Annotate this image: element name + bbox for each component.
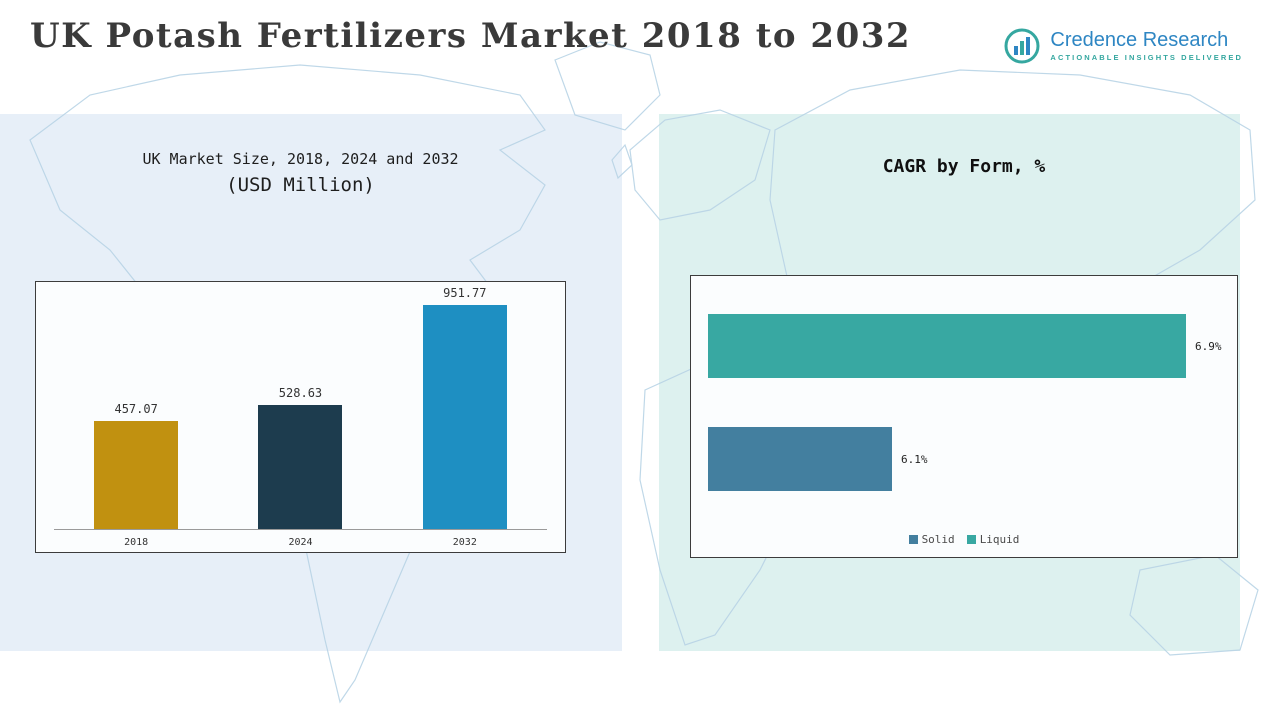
bar-2018 [94, 421, 179, 529]
axis-label-2024: 2024 [288, 537, 313, 548]
bar-value-label: 951.77 [443, 286, 487, 300]
credence-research-logo: Credence Research Actionable Insights De… [1002, 26, 1243, 66]
bar-2032 [422, 305, 507, 529]
bar-group-2032: 951.77 [422, 286, 507, 529]
cagr-legend: Solid Liquid [691, 533, 1237, 546]
axis-label-2018: 2018 [124, 537, 149, 548]
bar-solid [708, 427, 892, 491]
legend-item-liquid: Liquid [966, 533, 1020, 546]
bar-group-2018: 457.07 [94, 402, 179, 529]
market-size-x-axis: 2018 2024 2032 [54, 537, 547, 548]
bar-group-2024: 528.63 [258, 386, 343, 529]
axis-label-2032: 2032 [452, 537, 477, 548]
legend-swatch [966, 535, 976, 544]
cagr-chart: 6.9% 6.1% Solid Liquid [690, 275, 1238, 558]
bar-row-solid: 6.1% [708, 427, 1229, 491]
bar-liquid [708, 314, 1186, 378]
market-size-chart: 457.07 528.63 951.77 2018 2024 2032 [35, 281, 566, 553]
bar-value-label: 528.63 [278, 386, 323, 400]
legend-label: Liquid [979, 533, 1020, 546]
left-chart-subtitle: (USD Million) [226, 174, 375, 196]
legend-item-solid: Solid [908, 533, 955, 546]
legend-label: Solid [921, 533, 955, 546]
legend-swatch [908, 535, 918, 544]
bar-value-label: 6.1% [901, 452, 928, 466]
bar-row-liquid: 6.9% [708, 314, 1229, 378]
cagr-plot-area: 6.9% 6.1% [708, 276, 1229, 491]
bar-value-label: 6.9% [1195, 339, 1222, 353]
page-title: UK Potash Fertilizers Market 2018 to 203… [30, 16, 912, 56]
logo-icon [1004, 28, 1040, 64]
bar-2024 [258, 405, 343, 529]
logo-text: Credence Research Actionable Insights De… [1050, 29, 1243, 63]
market-size-plot-area: 457.07 528.63 951.77 [54, 286, 547, 530]
right-chart-title: CAGR by Form, % [882, 156, 1046, 177]
bar-value-label: 457.07 [114, 402, 158, 416]
logo-name: Credence Research [1050, 29, 1229, 51]
market-size-chart-heading: UK Market Size, 2018, 2024 and 2032 (USD… [35, 150, 566, 196]
logo-tagline: Actionable Insights Delivered [1050, 53, 1243, 62]
left-chart-title: UK Market Size, 2018, 2024 and 2032 [142, 150, 459, 168]
